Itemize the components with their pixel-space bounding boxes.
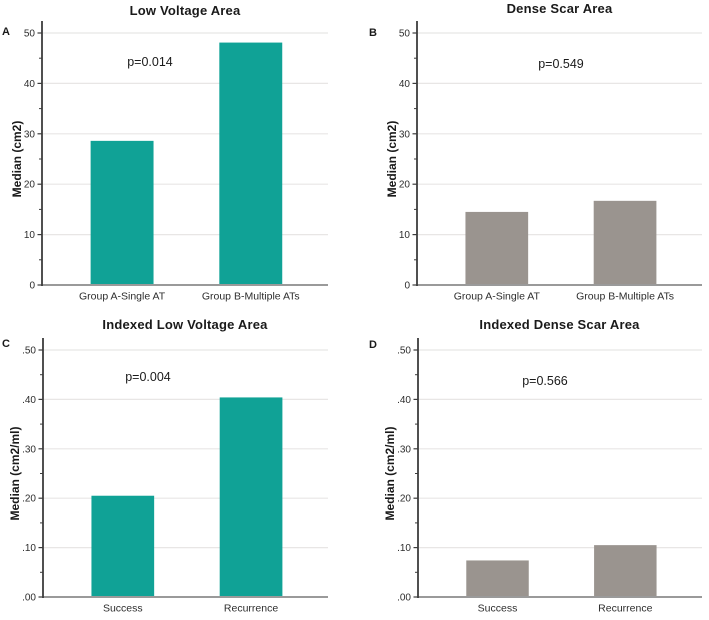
x-category-label: Success (478, 603, 518, 615)
y-tick-label: .40 (22, 395, 36, 406)
panel-letter-c: C (2, 338, 10, 350)
x-category-label: Group A-Single AT (454, 291, 541, 303)
y-tick-label: 40 (399, 79, 411, 90)
y-tick-label: 10 (24, 230, 36, 241)
y-axis-label-d: Median (cm2/ml) (383, 426, 397, 521)
y-tick-label: 0 (29, 281, 35, 292)
bar-success (466, 560, 529, 597)
y-tick-label: 50 (399, 29, 411, 40)
x-category-label: Group B-Multiple ATs (202, 291, 300, 303)
bar-group-a-single-at (465, 211, 529, 285)
bar-group-b-multiple-ats (219, 42, 283, 285)
y-tick-label: .10 (22, 543, 36, 554)
y-tick-label: .50 (397, 346, 411, 357)
panel-d: D Indexed Dense Scar Area Median (cm2/ml… (355, 310, 709, 620)
y-tick-label: 20 (24, 180, 36, 191)
y-axis-label-c: Median (cm2/ml) (8, 426, 22, 521)
y-tick-label: 30 (399, 129, 411, 140)
x-category-label: Group A-Single AT (79, 291, 166, 303)
x-category-label: Recurrence (598, 603, 652, 615)
y-tick-label: .20 (22, 494, 36, 505)
panel-b: B Dense Scar Area Median (cm2) p=0.549 0… (355, 0, 709, 310)
y-axis-label-b: Median (cm2) (385, 120, 399, 198)
chart-plot-b: 0 10 20 30 40 50 Group A-Single AT Group B-Mult… (399, 21, 702, 303)
bar-success (91, 495, 155, 597)
p-value-annotation-c: p=0.004 (125, 370, 171, 384)
y-tick-label: .50 (22, 346, 36, 357)
y-tick-label: 10 (399, 230, 411, 241)
bar-recurrence (219, 397, 283, 597)
panel-letter-d: D (369, 339, 377, 351)
y-tick-label: .10 (397, 543, 411, 554)
y-tick-label: 0 (404, 281, 410, 292)
y-tick-label: .00 (22, 593, 36, 604)
chart-plot-d: .00 .10 .20 .30 .40 .50 Success Recurrence (397, 338, 702, 615)
y-tick-label: .20 (397, 494, 411, 505)
chart-title-a: Low Voltage Area (129, 3, 241, 18)
chart-title-c: Indexed Low Voltage Area (102, 317, 268, 332)
x-category-label: Group B-Multiple ATs (576, 291, 674, 303)
p-value-annotation-a: p=0.014 (127, 55, 173, 69)
y-tick-label: .30 (397, 444, 411, 455)
y-tick-label: .00 (397, 593, 411, 604)
bar-group-b-multiple-ats (593, 200, 657, 285)
p-value-annotation-b: p=0.549 (538, 57, 584, 71)
y-tick-label: 20 (399, 180, 411, 191)
x-category-label: Recurrence (224, 603, 278, 615)
chart-plot-a: 0 10 20 30 40 50 Group A-Single AT Group B-Mult… (24, 21, 328, 303)
y-tick-label: 40 (24, 79, 36, 90)
p-value-annotation-d: p=0.566 (522, 374, 568, 388)
y-tick-label: .30 (22, 444, 36, 455)
x-category-label: Success (103, 603, 143, 615)
chart-title-b: Dense Scar Area (506, 1, 613, 16)
panel-c: C Indexed Low Voltage Area Median (cm2/m… (0, 310, 355, 620)
y-tick-label: 30 (24, 129, 36, 140)
y-axis-label-a: Median (cm2) (10, 120, 24, 198)
panel-letter-a: A (2, 26, 10, 38)
chart-plot-c: .00 .10 .20 .30 .40 .50 Success Recurrence (22, 338, 328, 615)
y-tick-label: 50 (24, 29, 36, 40)
bar-group-a-single-at (90, 140, 154, 285)
bar-recurrence (594, 545, 657, 597)
y-tick-label: .40 (397, 395, 411, 406)
panel-letter-b: B (369, 27, 377, 39)
panel-a: A Low Voltage Area Median (cm2) p=0.014 … (0, 0, 355, 310)
chart-title-d: Indexed Dense Scar Area (479, 317, 640, 332)
